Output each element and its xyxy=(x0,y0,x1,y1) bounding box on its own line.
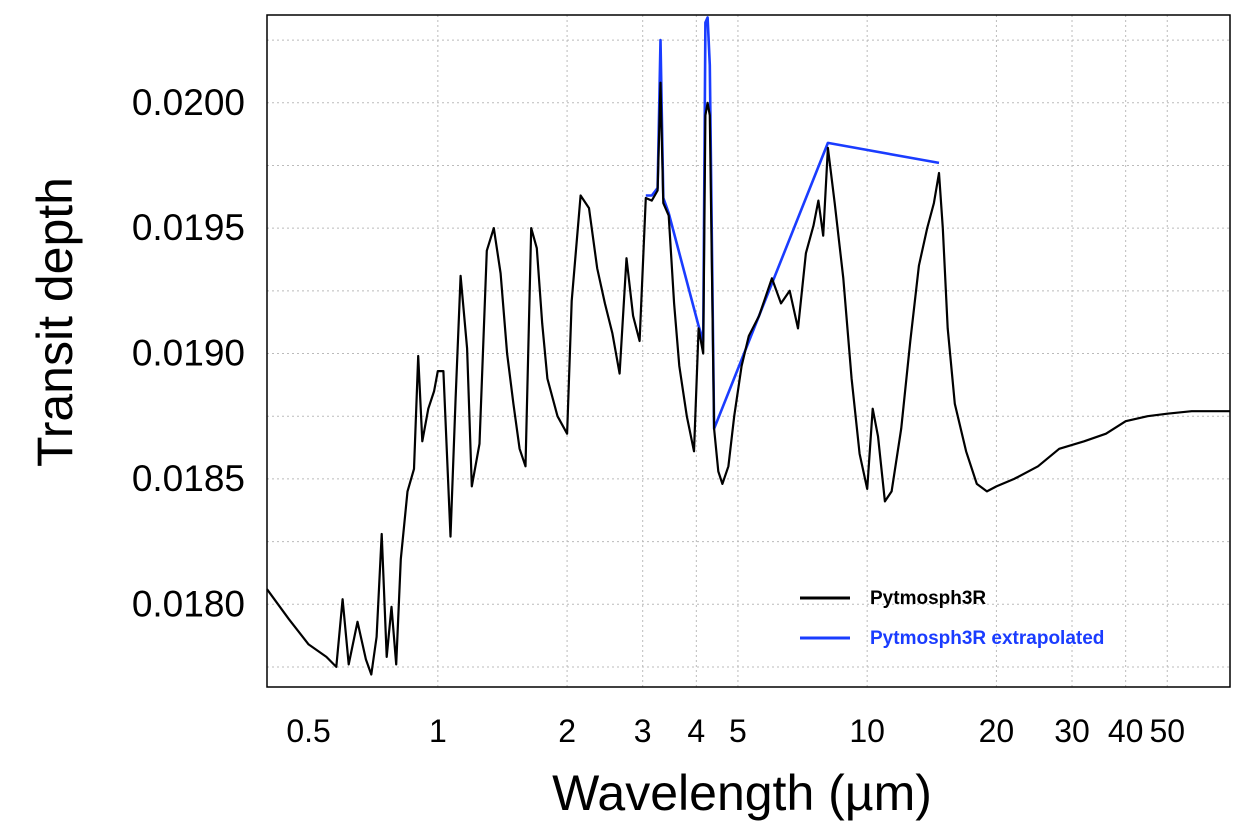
y-tick-label: 0.0200 xyxy=(132,82,245,123)
plot-area-frame xyxy=(266,14,1231,688)
x-tick-label: 2 xyxy=(558,713,576,749)
x-axis-ticks: 0.5 1 2 3 4 5 10 20 30 40 50 xyxy=(286,713,1185,749)
x-tick-label: 1 xyxy=(429,713,447,749)
x-tick-label: 3 xyxy=(634,713,652,749)
x-axis-label: Wavelength (µm) xyxy=(552,765,932,821)
y-tick-label: 0.0190 xyxy=(132,333,245,374)
series-line-pytmosph3r xyxy=(266,81,1230,676)
x-tick-label: 0.5 xyxy=(286,713,330,749)
y-tick-label: 0.0185 xyxy=(132,458,245,499)
x-tick-label: 30 xyxy=(1054,713,1090,749)
legend-label-pytmosph3r: Pytmosph3R xyxy=(870,588,986,609)
legend-label-extrapolated: Pytmosph3R extrapolated xyxy=(870,628,1104,649)
legend: Pytmosph3R Pytmosph3R extrapolated xyxy=(800,588,1104,649)
y-axis-label: Transit depth xyxy=(27,177,83,467)
y-axis-ticks: 0.0180 0.0185 0.0190 0.0195 0.0200 xyxy=(132,82,245,624)
x-tick-label: 5 xyxy=(729,713,747,749)
y-tick-label: 0.0180 xyxy=(132,583,245,624)
y-tick-label: 0.0195 xyxy=(132,207,245,248)
x-tick-label: 50 xyxy=(1149,713,1185,749)
x-tick-label: 10 xyxy=(849,713,885,749)
series-lines xyxy=(266,16,1230,676)
x-tick-label: 20 xyxy=(979,713,1015,749)
x-tick-label: 40 xyxy=(1108,713,1144,749)
x-tick-label: 4 xyxy=(687,713,705,749)
